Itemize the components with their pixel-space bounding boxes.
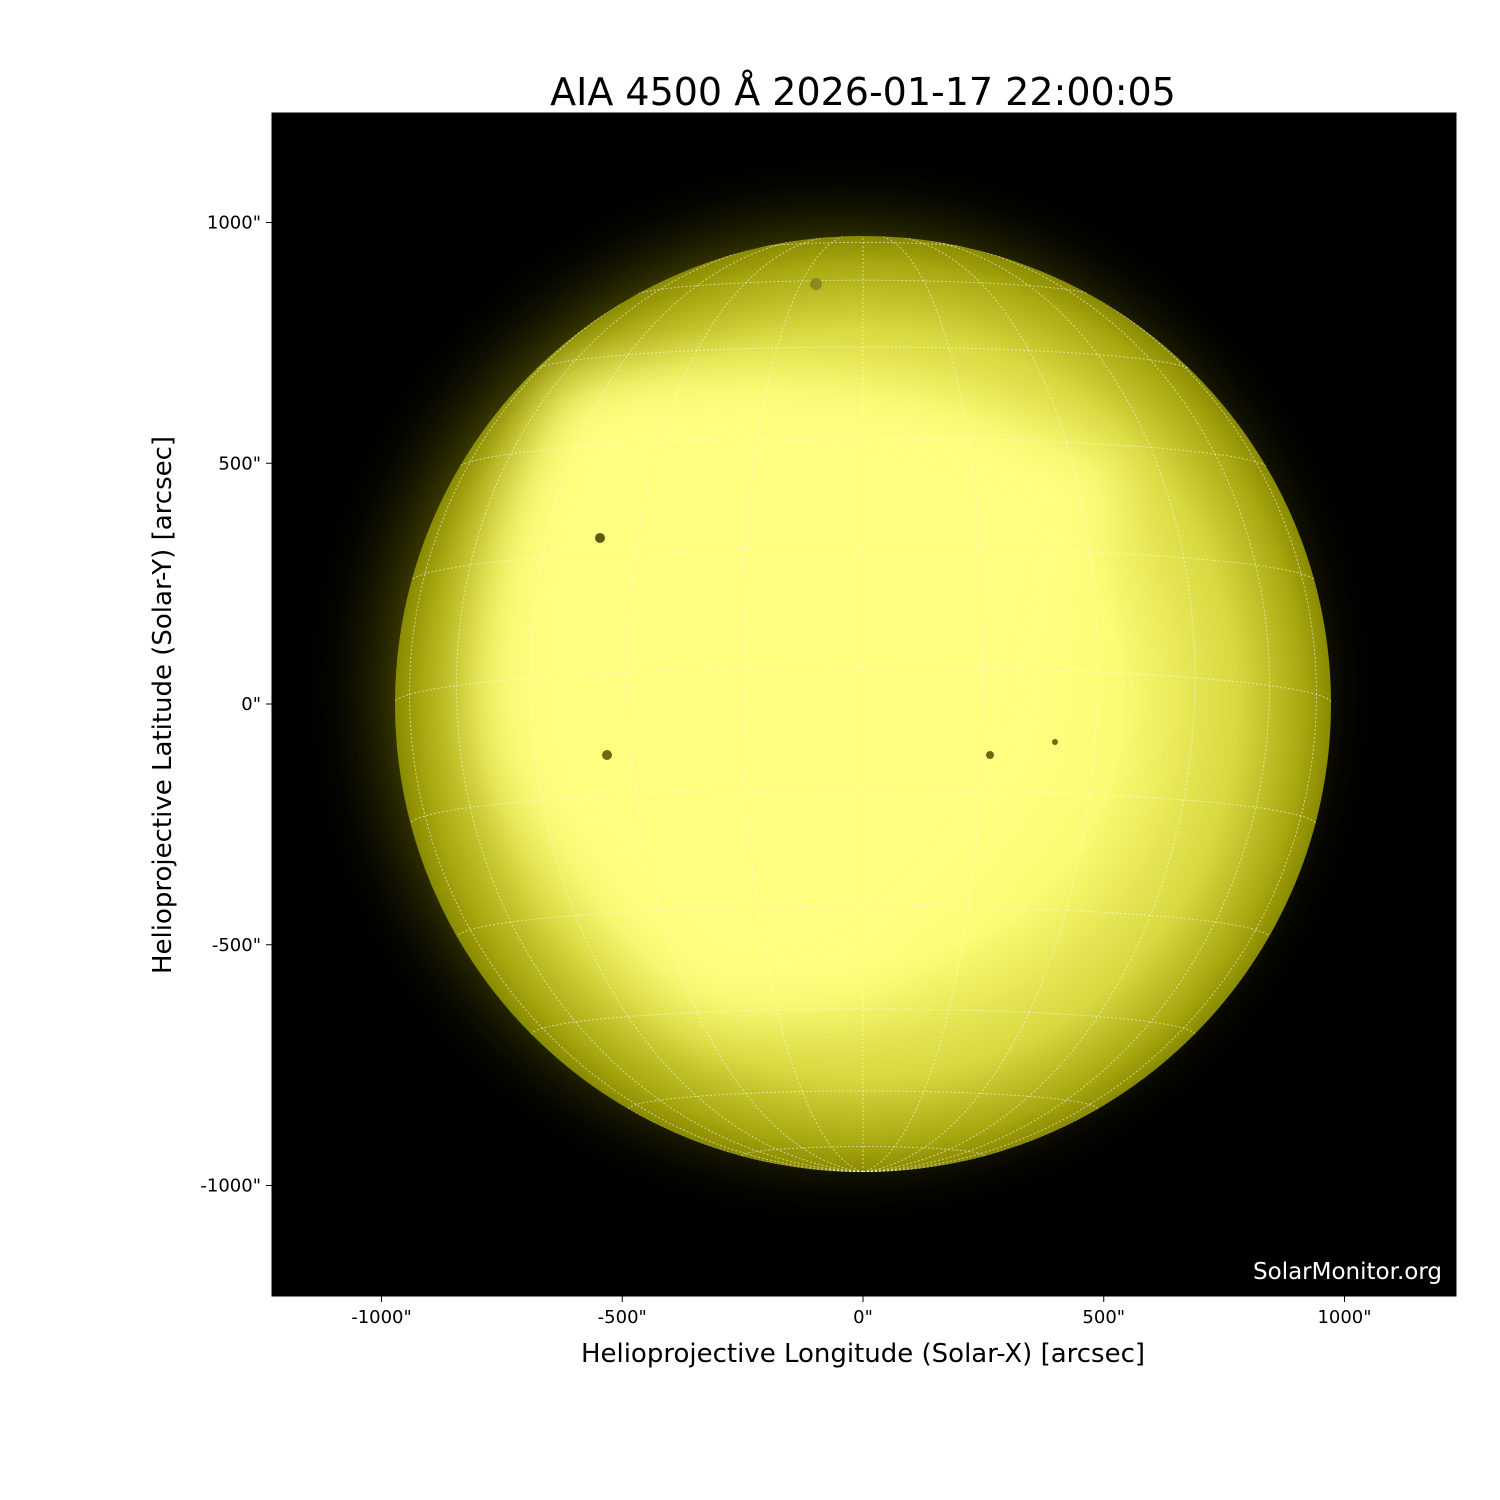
y-tick-label: 500" <box>218 453 261 474</box>
grid-line <box>862 236 986 1172</box>
y-tick-label: -1000" <box>200 1176 261 1197</box>
x-tick-label: -1000" <box>351 1307 412 1328</box>
grid-line <box>862 236 1196 1172</box>
x-tick-label: 1000" <box>1317 1307 1371 1328</box>
bright-region <box>483 366 1131 1018</box>
y-tick-label: -500" <box>212 935 261 956</box>
y-tick-label: 1000" <box>207 213 261 234</box>
x-axis-label: Helioprojective Longitude (Solar-X) [arc… <box>581 1339 1145 1369</box>
grid-line <box>409 789 1317 826</box>
x-axis: -1000" -500" 0" 500" 1000" <box>351 1296 1372 1328</box>
grid-line <box>741 1146 985 1157</box>
y-axis: 1000" 500" 0" -500" -1000" <box>200 213 272 1197</box>
heliographic-grid <box>395 236 1331 1172</box>
sunspot <box>595 533 605 543</box>
sunspot <box>1052 739 1058 745</box>
grid-line <box>740 236 864 1172</box>
grid-line <box>627 236 864 1172</box>
grid-line <box>747 241 979 250</box>
x-tick-label: 500" <box>1082 1307 1125 1328</box>
sunspot <box>810 278 822 290</box>
grid-line <box>455 239 864 1172</box>
x-tick-label: 0" <box>853 1307 873 1328</box>
grid-line <box>630 279 1096 297</box>
grid-line <box>862 239 1271 1172</box>
sunspot <box>602 750 612 760</box>
grid-line <box>862 236 1099 1172</box>
sunspot <box>986 751 994 759</box>
grid-line <box>530 236 864 1172</box>
y-axis-label: Helioprojective Latitude (Solar-Y) [arcs… <box>148 436 178 974</box>
chart-title: AIA 4500 Å 2026-01-17 22:00:05 <box>550 70 1176 114</box>
x-tick-label: -500" <box>598 1307 647 1328</box>
watermark: SolarMonitor.org <box>1253 1259 1442 1285</box>
y-tick-label: 0" <box>241 694 261 715</box>
